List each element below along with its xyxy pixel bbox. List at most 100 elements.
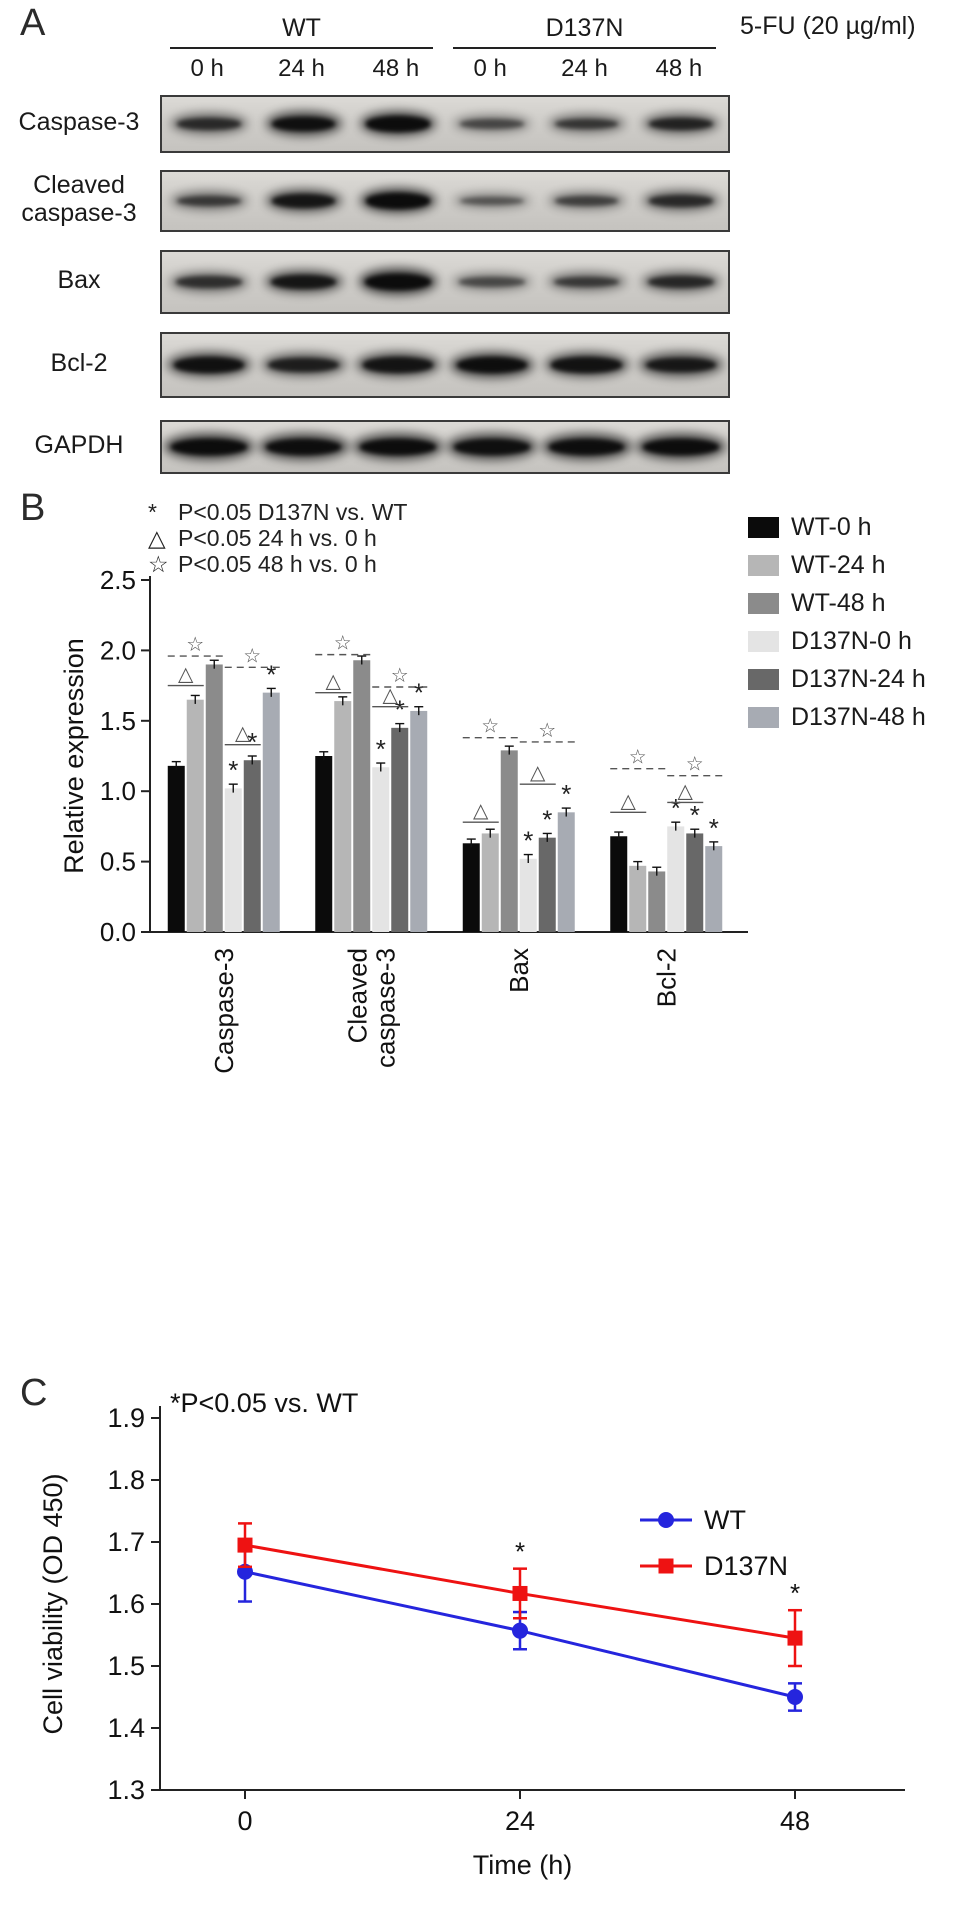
blot-band-core xyxy=(176,276,242,288)
bar-d137n-0-h-caspase-3 xyxy=(224,788,242,932)
treatment-label: 5-FU (20 µg/ml) xyxy=(740,12,916,40)
legend-entry-d137n-48-h: D137N-48 h xyxy=(748,703,926,732)
y-tick-label: 1.5 xyxy=(107,1651,145,1681)
bar-d137n-24-h-bcl-2 xyxy=(686,833,704,932)
timepoint-label: 48 h xyxy=(372,55,420,82)
x-category-label: Bax xyxy=(504,948,534,993)
x-tick-label: 48 xyxy=(780,1806,810,1836)
legend-label: D137N-24 h xyxy=(791,665,926,693)
blot-label-cleaved-caspase-3: Cleaved caspase-3 xyxy=(21,171,137,227)
panel-a-label: A xyxy=(20,2,46,44)
bar-wt-48-h-caspase-3 xyxy=(205,664,223,932)
sig-asterisk: * xyxy=(395,695,405,725)
timepoint-label: 24 h xyxy=(561,55,608,82)
legend-label: WT-0 h xyxy=(791,513,872,541)
comparison-symbol: △ xyxy=(621,790,637,812)
legend-entry-d137n-0-h: D137N-0 h xyxy=(748,627,912,656)
sig-asterisk: * xyxy=(247,727,257,757)
bar-d137n-48-h-cleaved-caspase-3 xyxy=(410,710,428,932)
marker-wt xyxy=(512,1622,528,1639)
blot-band-core xyxy=(459,277,525,287)
group-label-d137n: D137N xyxy=(545,14,624,42)
panel-c-annotation: *P<0.05 vs. WT xyxy=(170,1388,358,1418)
blot-image-caspase-3 xyxy=(160,95,730,153)
bar-d137n-24-h-cleaved-caspase-3 xyxy=(391,727,409,932)
y-tick-label: 1.7 xyxy=(107,1527,145,1557)
blot-label-caspase-3: Caspase-3 xyxy=(18,108,140,136)
bar-wt-0-h-caspase-3 xyxy=(167,765,185,932)
blot-band-core xyxy=(177,195,242,207)
marker-d137n xyxy=(512,1585,528,1601)
timepoint-label: 0 h xyxy=(473,55,507,82)
bar-wt-24-h-caspase-3 xyxy=(186,699,204,932)
y-tick-label: 1.6 xyxy=(107,1589,145,1619)
bar-d137n-48-h-caspase-3 xyxy=(262,692,280,932)
blot-band-core xyxy=(173,357,245,373)
bar-d137n-0-h-bax xyxy=(519,858,537,932)
y-tick-label: 2.0 xyxy=(100,635,136,665)
sig-asterisk: * xyxy=(671,793,681,823)
legend-swatch xyxy=(748,631,779,652)
comparison-symbol: △ xyxy=(178,664,194,686)
blot-band-core xyxy=(365,273,431,291)
bar-d137n-48-h-bax xyxy=(557,812,575,932)
bar-wt-0-h-cleaved-caspase-3 xyxy=(315,756,333,932)
y-tick-label: 1.8 xyxy=(107,1465,145,1495)
comparison-symbol: ☆ xyxy=(243,645,261,667)
blot-label-bax: Bax xyxy=(57,266,101,294)
comparison-symbol: △ xyxy=(530,762,546,784)
bar-wt-0-h-bax xyxy=(462,843,480,932)
bar-wt-24-h-bcl-2 xyxy=(629,865,647,932)
blot-label-bcl-2: Bcl-2 xyxy=(50,349,108,377)
blot-band-core xyxy=(554,196,619,206)
bar-wt-48-h-cleaved-caspase-3 xyxy=(353,660,371,932)
x-tick-label: 0 xyxy=(237,1806,252,1836)
marker-wt xyxy=(787,1689,803,1705)
y-tick-label: 0.5 xyxy=(100,847,136,877)
sig-asterisk: * xyxy=(690,800,700,830)
y-tick-label: 0.0 xyxy=(100,917,136,947)
blot-band-core xyxy=(271,116,336,132)
bar-wt-24-h-cleaved-caspase-3 xyxy=(334,701,352,932)
legend-label: D137N-48 h xyxy=(791,703,926,731)
blot-band-core xyxy=(554,118,619,130)
panel-a: A 5-FU (20 µg/ml) WT 0 h 24 h 48 h D137N 0 h 2… xyxy=(0,0,969,485)
comparison-symbol: ☆ xyxy=(186,634,204,656)
group-underline-d137n xyxy=(453,47,716,49)
bar-wt-48-h-bcl-2 xyxy=(648,871,666,932)
legend-label: WT-24 h xyxy=(791,551,886,579)
legend-label-wt: WT xyxy=(704,1505,746,1535)
comparison-symbol: ☆ xyxy=(334,633,352,655)
bar-d137n-48-h-bcl-2 xyxy=(705,846,723,932)
blot-band-core xyxy=(548,438,625,456)
blot-band-core xyxy=(171,438,247,456)
sig-asterisk: * xyxy=(523,826,533,856)
sig-text: P<0.05 48 h vs. 0 h xyxy=(178,551,377,577)
x-category-label: caspase-3 xyxy=(370,948,400,1068)
y-axis-title: Relative expression xyxy=(59,638,89,874)
bar-chart: 0.0 0.5 1.0 1.5 2.0 2.5 Relative expression * * *… xyxy=(59,565,748,1074)
blot-band-core xyxy=(648,195,713,207)
blot-band-core xyxy=(362,357,434,373)
legend-label: D137N-0 h xyxy=(791,627,912,655)
blot-band-core xyxy=(365,193,430,209)
blot-band-core xyxy=(648,117,713,131)
blot-image-bax xyxy=(160,250,730,314)
bar-wt-24-h-bax xyxy=(481,833,499,932)
panel-c-label: C xyxy=(20,1372,48,1414)
sig-asterisk: * xyxy=(561,779,571,809)
line-chart: 1.3 1.4 1.5 1.6 1.7 1.8 1.9 0 24 48 Time (h) Cell v… xyxy=(38,1388,905,1880)
sig-asterisk: * xyxy=(542,804,552,834)
comparison-symbol: △ xyxy=(678,780,694,802)
comparison-symbol: △ xyxy=(235,723,251,745)
x-category-label: Cleaved xyxy=(342,948,372,1043)
blot-band-core xyxy=(271,194,336,208)
bar-d137n-24-h-caspase-3 xyxy=(243,760,261,932)
group-label-wt: WT xyxy=(282,14,321,42)
y-tick-label: 1.5 xyxy=(100,706,136,736)
blot-image-bcl-2 xyxy=(160,332,730,398)
sig-asterisk: * xyxy=(376,734,386,764)
panel-b: B * P<0.05 D137N vs. WT △ P<0.05 24 h vs. 0… xyxy=(0,485,969,1275)
blot-band-core xyxy=(553,276,620,288)
